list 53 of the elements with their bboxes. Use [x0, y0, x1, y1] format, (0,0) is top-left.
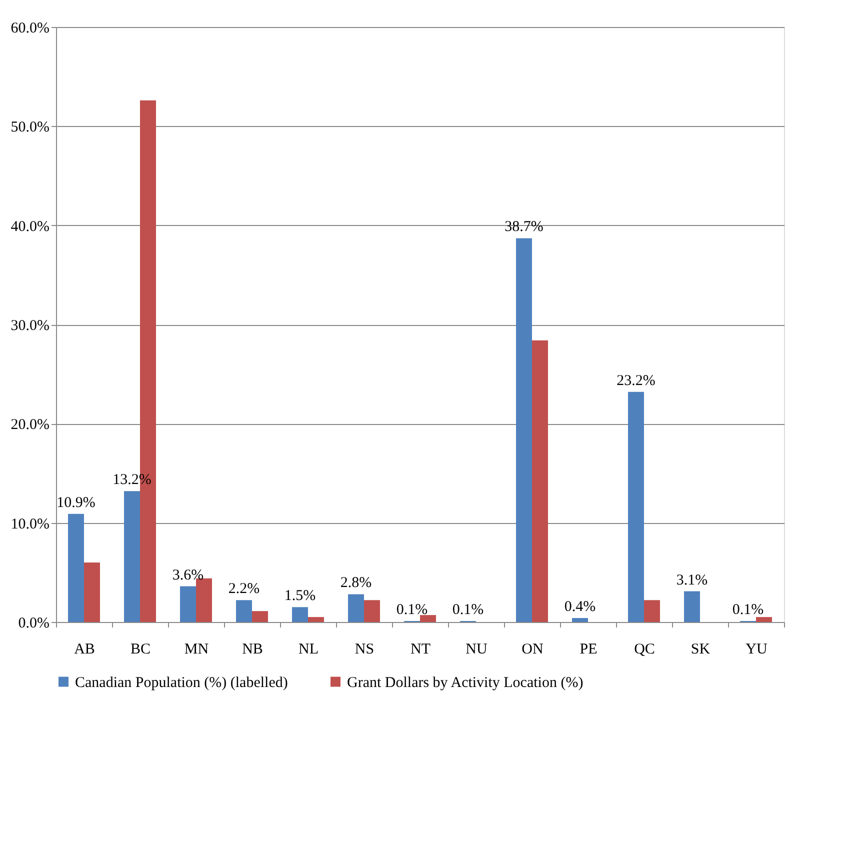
bar — [348, 594, 364, 622]
y-tick-label: 40.0% — [10, 218, 50, 235]
y-tick-label: 10.0% — [10, 516, 50, 532]
bar — [532, 340, 548, 622]
x-tick-label: YU — [746, 642, 768, 658]
bar — [364, 600, 380, 622]
bar — [420, 615, 436, 622]
bar — [572, 618, 588, 622]
x-tick-label: AB — [74, 642, 95, 658]
data-label: 0.1% — [732, 602, 764, 618]
bar — [84, 562, 100, 622]
bar — [644, 600, 660, 622]
bar — [684, 591, 700, 622]
bar — [292, 607, 308, 622]
data-label: 10.9% — [56, 494, 96, 511]
x-tick-label: NB — [242, 642, 263, 658]
y-tick-label: 20.0% — [10, 417, 50, 434]
x-tick-label: NU — [466, 642, 488, 658]
y-tick-label: 30.0% — [10, 318, 50, 334]
data-label: 3.1% — [676, 572, 708, 588]
legend-label: Canadian Population (%) (labelled) — [75, 674, 288, 691]
x-tick-label: NL — [298, 642, 318, 658]
data-label: 3.6% — [172, 567, 204, 584]
bar — [252, 611, 268, 622]
x-tick-label: SK — [690, 642, 710, 658]
x-tick-label: MN — [184, 642, 209, 658]
bar — [516, 238, 532, 622]
data-label: 2.8% — [340, 575, 372, 592]
x-tick-label: PE — [580, 642, 598, 658]
bar — [180, 586, 196, 622]
data-label: 23.2% — [616, 372, 656, 389]
data-label: 0.1% — [396, 602, 428, 618]
data-label: 0.1% — [452, 602, 484, 618]
y-tick-label: 50.0% — [10, 120, 50, 136]
bar — [628, 392, 644, 622]
bar — [68, 514, 84, 622]
data-label: 2.2% — [228, 581, 260, 598]
bar — [756, 617, 772, 622]
x-tick-label: BC — [130, 642, 151, 658]
bar — [196, 578, 212, 622]
data-label: 1.5% — [284, 588, 316, 604]
legend-label: Grant Dollars by Activity Location (%) — [347, 674, 584, 691]
x-tick-label: ON — [522, 642, 544, 658]
y-tick-label: 0.0% — [18, 616, 50, 632]
x-tick-label: NS — [354, 642, 374, 658]
bar — [124, 491, 140, 622]
bar — [308, 617, 324, 622]
y-tick-label: 60.0% — [10, 20, 50, 36]
x-tick-label: QC — [634, 642, 655, 658]
bar — [236, 600, 252, 622]
x-tick-label: NT — [410, 642, 430, 658]
data-label: 0.4% — [564, 599, 596, 616]
data-label: 38.7% — [504, 219, 544, 236]
